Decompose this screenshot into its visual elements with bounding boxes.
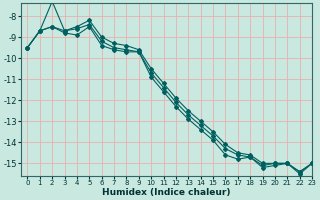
X-axis label: Humidex (Indice chaleur): Humidex (Indice chaleur) [102, 188, 231, 197]
